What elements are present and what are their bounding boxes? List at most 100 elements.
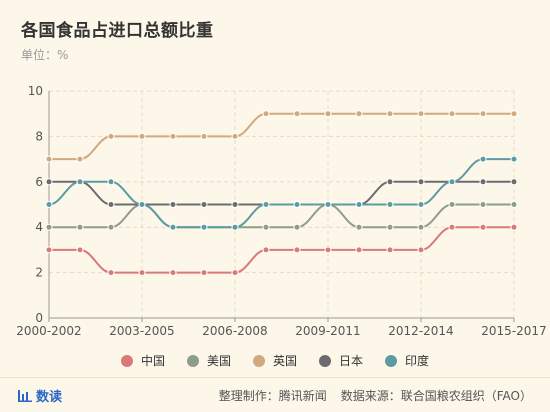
- data-point: [45, 246, 53, 254]
- data-point: [231, 201, 239, 208]
- data-point: [45, 178, 53, 186]
- x-tick-label: 2009-2011: [295, 324, 360, 338]
- data-point: [262, 246, 270, 254]
- data-point: [169, 223, 177, 231]
- data-point: [479, 201, 487, 208]
- y-tick-label: 2: [35, 266, 43, 280]
- data-point: [107, 178, 115, 186]
- data-point: [200, 269, 208, 277]
- data-point: [386, 223, 394, 231]
- data-point: [231, 132, 239, 140]
- brand-name: 数读: [36, 390, 63, 405]
- legend-marker: [186, 354, 199, 367]
- data-point: [76, 178, 84, 186]
- data-point: [107, 201, 115, 208]
- legend-item[interactable]: 印度: [385, 352, 429, 369]
- data-point: [293, 110, 301, 118]
- data-point: [448, 110, 456, 118]
- legend-item[interactable]: 英国: [252, 352, 297, 369]
- data-point: [107, 223, 115, 231]
- data-point: [45, 223, 53, 231]
- data-point: [293, 201, 301, 208]
- credits: 整理制作：腾讯新闻 数据来源：联合国粮农组织（FAO）: [219, 387, 532, 404]
- data-point: [510, 201, 518, 208]
- footer-divider: [0, 377, 550, 378]
- y-tick-label: 6: [35, 175, 43, 189]
- legend-label: 印度: [405, 354, 430, 368]
- unit-label: 单位：%: [21, 48, 69, 62]
- brand-logo: 数读: [18, 386, 62, 405]
- data-point: [107, 269, 115, 277]
- legend-item[interactable]: 日本: [319, 352, 363, 369]
- producer-credit: 整理制作：腾讯新闻: [218, 389, 327, 403]
- data-point: [386, 246, 394, 254]
- data-point: [510, 155, 518, 163]
- data-point: [45, 201, 53, 208]
- data-point: [45, 155, 53, 163]
- legend-label: 英国: [272, 354, 297, 368]
- x-tick-label: 2012-2014: [388, 324, 453, 338]
- legend-label: 美国: [206, 354, 231, 368]
- data-point: [324, 110, 332, 118]
- y-tick-label: 0: [35, 311, 43, 325]
- data-point: [76, 155, 84, 163]
- data-point: [324, 201, 332, 208]
- data-point: [262, 110, 270, 118]
- bar-chart-icon: [18, 389, 32, 402]
- chart-title: 各国食品占进口总额比重: [21, 21, 214, 41]
- legend-marker: [385, 354, 398, 367]
- data-point: [417, 201, 425, 208]
- data-point: [169, 201, 177, 208]
- data-point: [262, 223, 270, 231]
- data-point: [417, 110, 425, 118]
- data-point: [417, 223, 425, 231]
- data-point: [417, 178, 425, 186]
- legend-label: 日本: [339, 354, 364, 368]
- series-line-中国: [49, 226, 515, 274]
- y-tick-label: 4: [35, 220, 43, 234]
- data-source: 数据来源：联合国粮农组织（FAO）: [340, 389, 532, 403]
- data-point: [169, 269, 177, 277]
- data-point: [448, 178, 456, 186]
- data-point: [355, 110, 363, 118]
- data-point: [200, 223, 208, 231]
- data-point: [138, 269, 146, 277]
- data-point: [355, 223, 363, 231]
- data-point: [479, 110, 487, 118]
- data-point: [448, 201, 456, 208]
- data-point: [386, 110, 394, 118]
- data-point: [231, 269, 239, 277]
- data-point: [479, 155, 487, 163]
- data-point: [479, 223, 487, 231]
- data-point: [76, 223, 84, 231]
- y-tick-label: 10: [28, 84, 43, 98]
- x-tick-label: 2003-2005: [109, 324, 174, 338]
- x-tick-label: 2006-2008: [202, 324, 267, 338]
- chart-legend: 中国 美国 英国 日本 印度: [0, 352, 550, 369]
- data-point: [386, 178, 394, 186]
- data-point: [386, 201, 394, 208]
- legend-marker: [252, 354, 265, 367]
- data-point: [107, 132, 115, 140]
- data-point: [510, 110, 518, 118]
- data-point: [138, 201, 146, 208]
- legend-item[interactable]: 中国: [120, 352, 165, 369]
- data-point: [448, 223, 456, 231]
- data-point: [355, 201, 363, 208]
- data-point: [324, 246, 332, 254]
- data-point: [138, 132, 146, 140]
- data-point: [355, 246, 363, 254]
- data-point: [510, 223, 518, 231]
- legend-marker: [120, 354, 133, 367]
- data-point: [169, 132, 177, 140]
- data-point: [76, 246, 84, 254]
- data-point: [479, 178, 487, 186]
- data-point: [417, 246, 425, 254]
- data-point: [293, 223, 301, 231]
- legend-label: 中国: [140, 354, 165, 368]
- legend-marker: [319, 354, 331, 367]
- x-tick-label: 2015-2017: [481, 324, 546, 338]
- legend-item[interactable]: 美国: [186, 352, 231, 369]
- data-point: [293, 246, 301, 254]
